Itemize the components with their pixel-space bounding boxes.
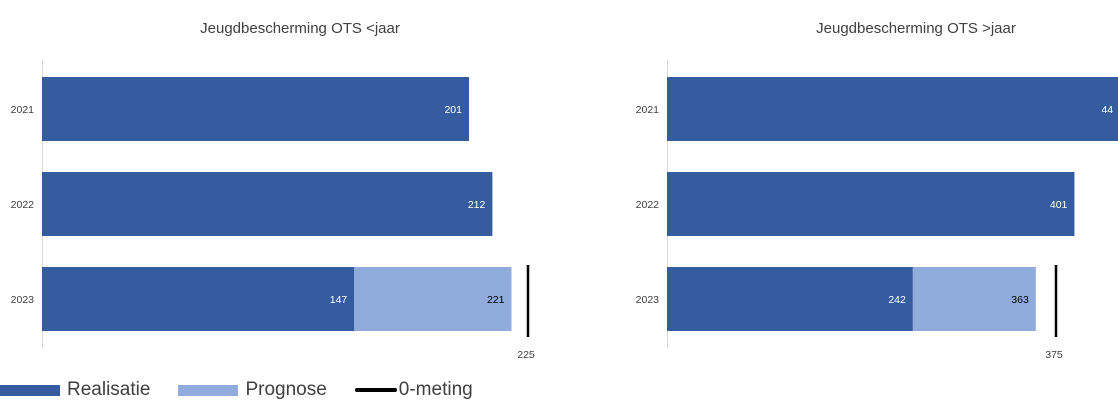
bar-label-realisatie: 147 bbox=[330, 294, 348, 306]
bar-realisatie bbox=[42, 172, 493, 236]
category-label: 2021 bbox=[636, 104, 660, 116]
legend-label-prognose: Prognose bbox=[245, 379, 327, 400]
category-label: 2023 bbox=[636, 294, 660, 306]
legend-swatch-0-meting bbox=[354, 388, 397, 392]
legend-label-realisatie: Realisatie bbox=[67, 379, 151, 400]
bar-label-prognose: 363 bbox=[1011, 294, 1029, 306]
chart-title: Jeugdbescherming OTS <jaar bbox=[200, 20, 400, 37]
bar-label-realisatie: 44 bbox=[1101, 104, 1113, 116]
bar-label-realisatie: 212 bbox=[468, 199, 486, 211]
legend-swatch-realisatie bbox=[0, 384, 60, 396]
bar-prognose bbox=[912, 267, 1036, 331]
bar-label-realisatie: 401 bbox=[1050, 199, 1068, 211]
zero-meting-label: 225 bbox=[517, 349, 535, 361]
bar-realisatie bbox=[42, 77, 470, 141]
category-label: 2022 bbox=[11, 199, 35, 211]
bar-realisatie bbox=[667, 77, 1118, 141]
legend: Realisatie Prognose 0-meting bbox=[0, 378, 501, 402]
bar-label-prognose: 221 bbox=[487, 294, 505, 306]
bar-realisatie bbox=[42, 267, 355, 331]
legend-item-prognose: Prognose bbox=[178, 379, 327, 401]
category-label: 2021 bbox=[11, 104, 35, 116]
bar-label-realisatie: 242 bbox=[888, 294, 906, 306]
bar-realisatie bbox=[667, 172, 1075, 236]
category-label: 2023 bbox=[11, 294, 35, 306]
bar-prognose bbox=[354, 267, 512, 331]
category-label: 2022 bbox=[636, 199, 660, 211]
legend-swatch-prognose bbox=[178, 384, 239, 396]
chart-title: Jeugdbescherming OTS >jaar bbox=[816, 20, 1016, 37]
legend-item-realisatie: Realisatie bbox=[0, 379, 150, 401]
chart-ots-over-year: Jeugdbescherming OTS >jaar 2021 44 2022 401 2… bbox=[636, 20, 1118, 361]
legend-label-0-meting: 0-meting bbox=[398, 379, 473, 400]
legend-item-0-meting: 0-meting bbox=[354, 379, 473, 401]
chart-ots-under-year: Jeugdbescherming OTS <jaar 2021 201 2022 212… bbox=[11, 20, 535, 361]
zero-meting-label: 375 bbox=[1045, 349, 1063, 361]
bar-realisatie bbox=[667, 267, 913, 331]
bar-label-realisatie: 201 bbox=[444, 104, 462, 116]
